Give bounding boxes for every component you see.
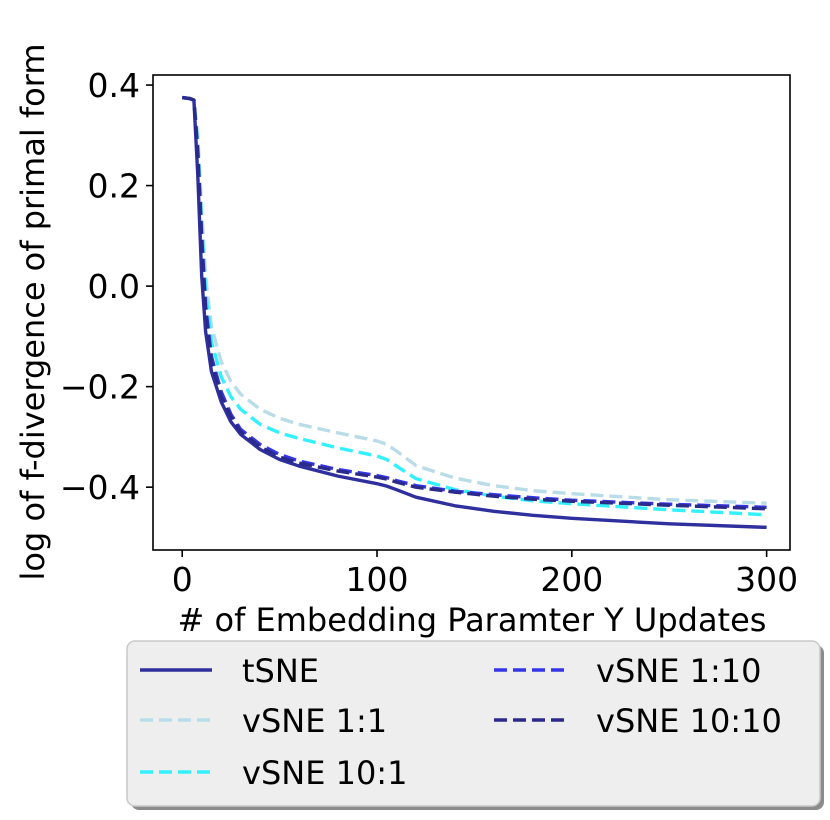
legend-label: tSNE <box>242 652 319 690</box>
legend-label: vSNE 10:10 <box>596 702 782 740</box>
legend-label: vSNE 1:10 <box>596 652 761 690</box>
series-lines <box>182 95 767 530</box>
y-tick-label: −0.4 <box>60 468 140 507</box>
y-tick-label: −0.2 <box>60 368 140 407</box>
legend-label: vSNE 1:1 <box>242 702 387 740</box>
legend: tSNE vSNE 1:1 vSNE 10:1 vSNE 1:10 vSNE 10:10 <box>126 640 824 810</box>
y-tick-label: 0.4 <box>88 66 140 105</box>
y-axis: 0.4 0.2 0.0 −0.2 −0.4 <box>60 66 153 507</box>
x-tick-label: 300 <box>735 560 798 599</box>
x-axis-label: # of Embedding Paramter Y Updates <box>178 601 767 639</box>
x-tick-label: 0 <box>172 560 193 599</box>
y-tick-label: 0.2 <box>88 167 140 206</box>
y-axis-label: log of f-divergence of primal form <box>14 43 52 580</box>
plot-area <box>153 75 790 550</box>
series-line-vsne-1-1 <box>182 95 767 505</box>
legend-box <box>126 640 821 807</box>
series-line-vsne-10-10 <box>182 95 767 511</box>
legend-label: vSNE 10:1 <box>242 754 407 792</box>
x-tick-label: 100 <box>346 560 409 599</box>
x-axis: 0 100 200 300 <box>172 550 798 599</box>
y-tick-label: 0.0 <box>88 267 140 306</box>
plot-frame <box>152 74 791 551</box>
x-tick-label: 200 <box>540 560 603 599</box>
